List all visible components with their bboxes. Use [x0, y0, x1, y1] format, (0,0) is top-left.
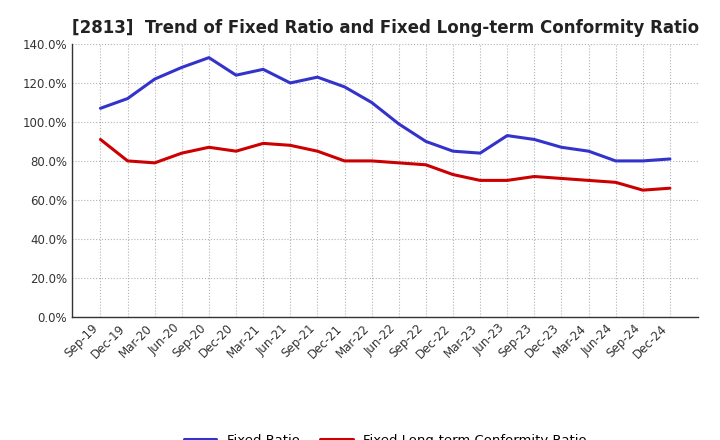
Fixed Ratio	[639, 158, 647, 164]
Fixed Ratio	[611, 158, 620, 164]
Fixed Long-term Conformity Ratio	[259, 141, 268, 146]
Fixed Long-term Conformity Ratio	[204, 145, 213, 150]
Fixed Long-term Conformity Ratio	[313, 149, 322, 154]
Fixed Long-term Conformity Ratio	[178, 150, 186, 156]
Fixed Long-term Conformity Ratio	[150, 160, 159, 165]
Fixed Long-term Conformity Ratio	[286, 143, 294, 148]
Fixed Ratio	[584, 149, 593, 154]
Fixed Long-term Conformity Ratio	[639, 187, 647, 193]
Fixed Ratio	[178, 65, 186, 70]
Fixed Long-term Conformity Ratio	[476, 178, 485, 183]
Fixed Long-term Conformity Ratio	[232, 149, 240, 154]
Fixed Long-term Conformity Ratio	[341, 158, 349, 164]
Fixed Long-term Conformity Ratio	[584, 178, 593, 183]
Fixed Ratio	[313, 74, 322, 80]
Fixed Ratio	[286, 81, 294, 86]
Fixed Ratio	[341, 84, 349, 89]
Fixed Long-term Conformity Ratio	[665, 186, 674, 191]
Legend: Fixed Ratio, Fixed Long-term Conformity Ratio: Fixed Ratio, Fixed Long-term Conformity …	[177, 427, 593, 440]
Fixed Long-term Conformity Ratio	[395, 160, 403, 165]
Fixed Ratio	[204, 55, 213, 60]
Fixed Ratio	[449, 149, 457, 154]
Fixed Long-term Conformity Ratio	[421, 162, 430, 168]
Fixed Long-term Conformity Ratio	[449, 172, 457, 177]
Fixed Long-term Conformity Ratio	[557, 176, 566, 181]
Fixed Ratio	[421, 139, 430, 144]
Fixed Ratio	[530, 137, 539, 142]
Line: Fixed Ratio: Fixed Ratio	[101, 58, 670, 161]
Title: [2813]  Trend of Fixed Ratio and Fixed Long-term Conformity Ratio: [2813] Trend of Fixed Ratio and Fixed Lo…	[71, 19, 699, 37]
Fixed Ratio	[232, 73, 240, 78]
Fixed Ratio	[367, 100, 376, 105]
Fixed Ratio	[476, 150, 485, 156]
Fixed Ratio	[503, 133, 511, 138]
Fixed Long-term Conformity Ratio	[96, 137, 105, 142]
Fixed Long-term Conformity Ratio	[367, 158, 376, 164]
Fixed Ratio	[123, 96, 132, 101]
Fixed Long-term Conformity Ratio	[530, 174, 539, 179]
Fixed Ratio	[96, 106, 105, 111]
Fixed Ratio	[150, 77, 159, 82]
Line: Fixed Long-term Conformity Ratio: Fixed Long-term Conformity Ratio	[101, 139, 670, 190]
Fixed Long-term Conformity Ratio	[503, 178, 511, 183]
Fixed Ratio	[665, 156, 674, 161]
Fixed Long-term Conformity Ratio	[123, 158, 132, 164]
Fixed Long-term Conformity Ratio	[611, 180, 620, 185]
Fixed Ratio	[259, 67, 268, 72]
Fixed Ratio	[395, 121, 403, 127]
Fixed Ratio	[557, 145, 566, 150]
